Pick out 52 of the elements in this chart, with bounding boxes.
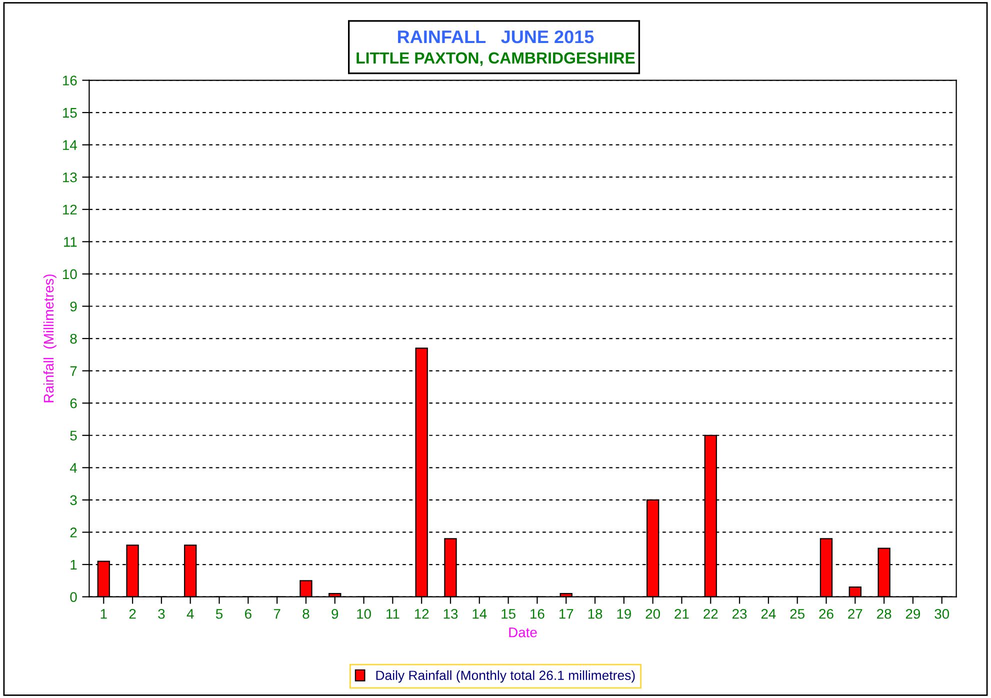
y-tick-label: 4	[70, 463, 77, 473]
y-tick-label: 8	[70, 334, 77, 344]
chart-subtitle: LITTLE PAXTON, CAMBRIDGESHIRE	[356, 52, 635, 66]
x-tick-label: 2	[129, 608, 136, 619]
x-tick-label: 5	[216, 609, 223, 619]
x-tick-label: 19	[617, 608, 631, 619]
x-tick-label: 4	[186, 609, 194, 619]
x-tick-label: 7	[274, 609, 280, 619]
x-tick-label: 28	[877, 608, 892, 619]
y-tick-label: 15	[62, 108, 77, 118]
y-tick-label: 11	[64, 237, 77, 247]
x-tick-label: 13	[444, 608, 458, 619]
y-tick-label: 7	[70, 366, 77, 376]
x-tick-label: 1	[100, 609, 107, 619]
x-tick-label: 20	[646, 608, 660, 619]
x-tick-label: 24	[761, 608, 776, 619]
chart-title: RAINFALL JUNE 2015	[398, 30, 594, 44]
x-tick-label: 16	[530, 608, 544, 619]
x-tick-label: 30	[934, 608, 950, 619]
y-tick-label: 0	[70, 592, 77, 602]
x-tick-label: 25	[790, 608, 804, 619]
x-tick-label: 3	[158, 608, 165, 619]
x-axis-title: Date	[509, 628, 537, 638]
y-tick-label: 5	[70, 430, 77, 441]
x-tick-label: 10	[357, 608, 371, 619]
y-tick-label: 1	[70, 560, 77, 570]
y-tick-label: 9	[70, 302, 77, 312]
x-tick-label: 12	[414, 608, 429, 619]
y-tick-label: 3	[70, 495, 77, 506]
y-tick-label: 10	[62, 269, 77, 280]
x-tick-label: 26	[819, 608, 834, 619]
y-tick-label: 2	[70, 528, 77, 538]
y-tick-label: 16	[62, 76, 77, 86]
x-tick-label: 9	[332, 608, 338, 619]
legend-label: Daily Rainfall (Monthly total 26.1 millimetres)	[376, 670, 635, 683]
y-tick-label: 12	[62, 204, 77, 214]
x-tick-label: 23	[732, 608, 747, 619]
y-tick-label: 14	[62, 140, 77, 150]
x-tick-label: 15	[502, 609, 516, 619]
x-tick-label: 14	[472, 609, 487, 619]
x-tick-label: 21	[674, 608, 689, 619]
x-tick-label: 29	[906, 608, 920, 619]
x-tick-label: 18	[588, 608, 602, 619]
y-tick-label: 6	[70, 398, 77, 408]
x-tick-label: 8	[302, 608, 310, 619]
x-tick-label: 11	[386, 609, 400, 619]
x-tick-label: 27	[848, 608, 862, 619]
y-axis-title: Rainfall (Millimetres)	[43, 274, 56, 402]
x-tick-label: 22	[704, 608, 718, 619]
x-tick-label: 6	[245, 608, 252, 619]
y-tick-label: 13	[62, 172, 77, 182]
x-tick-label: 17	[559, 609, 574, 619]
